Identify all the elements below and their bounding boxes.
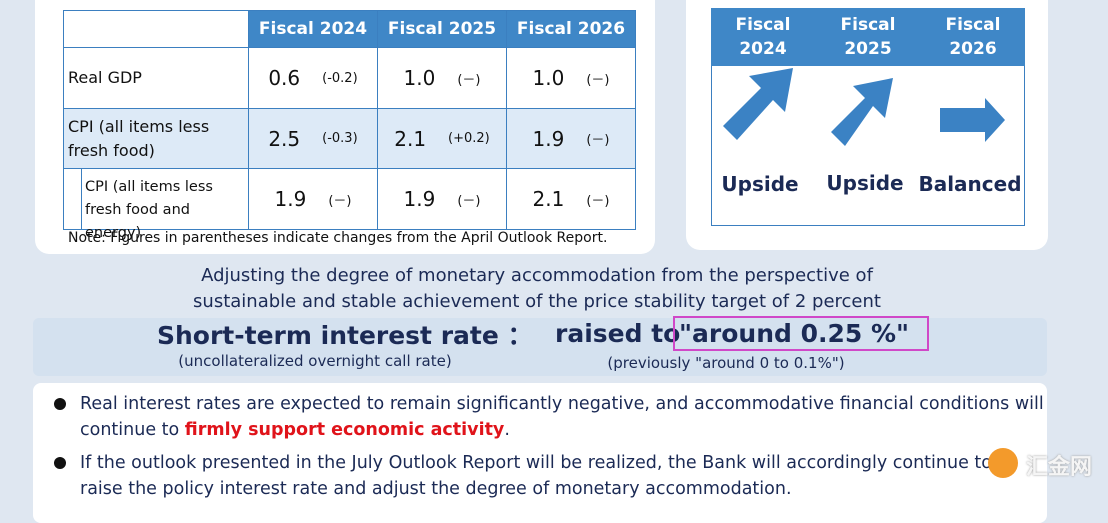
- statement-line: Adjusting the degree of monetary accommo…: [201, 265, 873, 286]
- forecast-change: (－): [457, 72, 481, 88]
- forecast-change: (－): [328, 193, 352, 209]
- cell-values: 1.0 (－): [507, 66, 635, 90]
- cell-values: 1.9 (－): [507, 127, 635, 151]
- bullet-dot: [54, 457, 66, 469]
- table-cell: 1.0 (－): [377, 47, 507, 109]
- bullet-dots: [54, 398, 66, 469]
- bullet: Real interest rates are expected to rema…: [80, 391, 1044, 443]
- table-cell: 0.6 (-0.2): [248, 47, 378, 109]
- arrow-up-right: [723, 68, 793, 140]
- col-header: Fiscal 2024: [735, 15, 791, 59]
- forecast-value: 1.9: [532, 126, 565, 151]
- col-header: Fiscal 2025: [840, 15, 896, 59]
- table-cell: 1.9 (－): [506, 108, 636, 169]
- table-row: CPI (all items less fresh food and energ…: [63, 168, 636, 241]
- emphasis: firmly support economic activity: [184, 420, 505, 440]
- bullet-line: Real interest rates are expected to rema…: [80, 394, 1044, 414]
- table-row: Real GDP 0.6 (-0.2) 1.0 (－) 1.0 (－): [63, 47, 636, 109]
- table-cell: 2.5 (-0.3): [248, 108, 378, 169]
- arrow-right: [940, 98, 1005, 142]
- cell-values: 1.0 (－): [378, 66, 506, 90]
- table-cell: 1.0 (－): [506, 47, 636, 109]
- cell-values: 1.9 (－): [378, 187, 506, 211]
- rate-title: Short-term interest rate ：: [157, 321, 533, 350]
- bullet-line: continue to firmly support economic acti…: [80, 417, 1044, 443]
- col-header: Fiscal 2024: [248, 10, 378, 48]
- forecast-value: 1.0: [532, 66, 565, 90]
- row-label-text: CPI (all items less fresh food and energ…: [81, 169, 248, 241]
- text: .: [504, 420, 510, 440]
- cell-values: 2.1 (－): [507, 187, 635, 211]
- watermark-logo: [988, 448, 1018, 478]
- row-label: CPI (all items less fresh food): [63, 108, 249, 169]
- forecast-value: 2.1: [394, 126, 427, 151]
- assessment: Balanced: [918, 172, 1022, 196]
- rate-box: [33, 318, 1047, 376]
- col-header: Fiscal 2026: [945, 15, 1001, 59]
- rate-subtitle: (uncollateralized overnight call rate): [178, 352, 452, 370]
- cell-values: 2.5 (-0.3): [249, 127, 377, 151]
- row-label-text: CPI (all items less fresh food): [68, 116, 210, 160]
- forecast-value: 2.1: [532, 187, 565, 211]
- assessment: Upside: [721, 172, 799, 196]
- table-cell: 2.1 (－): [506, 168, 636, 230]
- policy-statement: Adjusting the degree of monetary accommo…: [0, 263, 1074, 315]
- table-cell: 2.1 (+0.2): [377, 108, 507, 169]
- statement-line: sustainable and stable achievement of th…: [193, 291, 881, 312]
- bullet: If the outlook presented in the July Out…: [80, 450, 992, 502]
- cell-values: 2.1 (+0.2): [378, 127, 506, 151]
- col-header: Fiscal 2025: [377, 10, 507, 48]
- row-label: CPI (all items less fresh food and energ…: [63, 168, 249, 241]
- table-cell: 1.9 (－): [377, 168, 507, 230]
- risk-header: [711, 8, 1025, 66]
- row-label: Real GDP: [63, 47, 249, 109]
- watermark: 汇金网: [1026, 455, 1093, 480]
- forecast-change: (-0.2): [322, 70, 358, 86]
- forecast-change: (+0.2): [448, 131, 490, 146]
- forecast-change: (－): [586, 133, 610, 148]
- forecast-value: 1.9: [274, 187, 307, 211]
- arrows: [723, 68, 1005, 146]
- outlook-table: Fiscal 2024 Fiscal 2025 Fiscal 2026 Real…: [63, 10, 636, 241]
- rate-prefix: raised to: [555, 319, 681, 348]
- text: continue to: [80, 420, 185, 440]
- forecast-value: 2.5: [268, 126, 301, 151]
- bullet-line: If the outlook presented in the July Out…: [80, 453, 992, 473]
- forecast-change: (－): [586, 193, 610, 209]
- row-label-text: Real GDP: [68, 68, 142, 87]
- table-note: Note: Figures in parentheses indicate ch…: [68, 230, 608, 246]
- bullets-panel: [33, 383, 1047, 523]
- assessment: Upside: [826, 171, 904, 195]
- forecast-change: (－): [457, 193, 481, 209]
- forecast-change: (－): [586, 72, 610, 88]
- forecast-value: 1.9: [403, 187, 436, 211]
- forecast-change: (-0.3): [322, 131, 358, 146]
- rate-previous: (previously "around 0 to 0.1%"): [607, 354, 845, 372]
- table-cell: 1.9 (－): [248, 168, 378, 230]
- bullet-dot: [54, 398, 66, 410]
- forecast-value: 1.0: [403, 66, 436, 90]
- bullet-line: raise the policy interest rate and adjus…: [80, 479, 792, 499]
- table-row: CPI (all items less fresh food) 2.5 (-0.3)…: [63, 108, 636, 169]
- forecast-value: 0.6: [268, 66, 301, 90]
- col-header: Fiscal 2026: [506, 10, 636, 48]
- cell-values: 0.6 (-0.2): [249, 66, 377, 90]
- arrow-up-right: [831, 78, 893, 146]
- rate-target: "around 0.25 %": [673, 316, 929, 351]
- cell-values: 1.9 (－): [249, 187, 377, 211]
